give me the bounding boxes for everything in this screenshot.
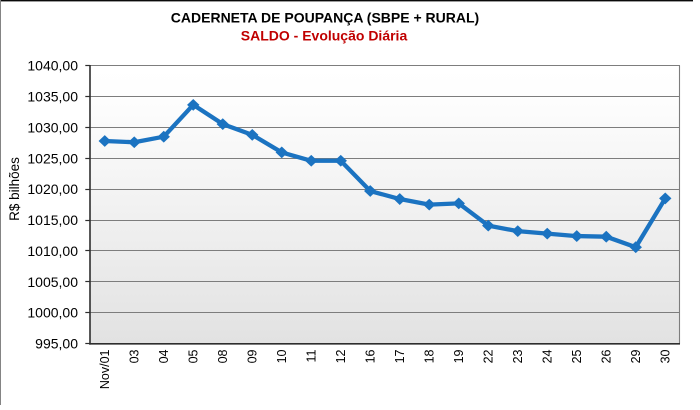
svg-text:1010,00: 1010,00 (27, 243, 78, 259)
svg-text:09: 09 (245, 349, 259, 363)
svg-text:25: 25 (570, 349, 584, 363)
svg-text:1035,00: 1035,00 (27, 89, 78, 105)
svg-text:08: 08 (216, 349, 230, 363)
svg-text:03: 03 (127, 349, 141, 363)
svg-text:10: 10 (275, 349, 289, 363)
svg-text:1000,00: 1000,00 (27, 305, 78, 321)
svg-text:04: 04 (157, 349, 171, 363)
svg-text:26: 26 (599, 349, 613, 363)
svg-text:29: 29 (629, 349, 643, 363)
svg-text:995,00: 995,00 (35, 336, 78, 352)
svg-text:1040,00: 1040,00 (27, 58, 78, 74)
svg-text:1025,00: 1025,00 (27, 150, 78, 166)
svg-text:1015,00: 1015,00 (27, 212, 78, 228)
svg-text:Nov/01: Nov/01 (98, 349, 112, 389)
svg-text:18: 18 (422, 349, 436, 363)
svg-text:19: 19 (452, 349, 466, 363)
svg-text:CADERNETA DE POUPANÇA (SBPE +: CADERNETA DE POUPANÇA (SBPE + RURAL) (171, 10, 479, 26)
svg-text:R$ bilhões: R$ bilhões (7, 157, 22, 221)
svg-text:12: 12 (334, 349, 348, 363)
svg-text:05: 05 (186, 349, 200, 363)
svg-text:SALDO - Evolução Diária: SALDO - Evolução Diária (241, 28, 408, 44)
svg-text:1030,00: 1030,00 (27, 119, 78, 135)
svg-text:23: 23 (511, 349, 525, 363)
svg-text:22: 22 (481, 349, 495, 363)
svg-text:17: 17 (393, 349, 407, 363)
svg-text:1005,00: 1005,00 (27, 274, 78, 290)
svg-text:11: 11 (304, 349, 318, 362)
svg-text:30: 30 (658, 349, 672, 363)
svg-text:16: 16 (363, 349, 377, 363)
svg-text:24: 24 (540, 349, 554, 363)
svg-text:1020,00: 1020,00 (27, 181, 78, 197)
